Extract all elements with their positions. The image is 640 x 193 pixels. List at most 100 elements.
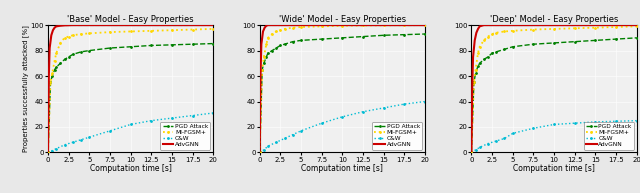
PGD Attack [264, 52, 272, 54]
PGD Attack [281, 43, 289, 45]
MI-FGSM+ [259, 69, 266, 71]
Line: MI-FGSM+: MI-FGSM+ [259, 24, 426, 154]
AdvGNN [86, 24, 93, 26]
AdvGNN [44, 151, 52, 154]
C&W [281, 137, 289, 140]
C&W [472, 149, 479, 151]
AdvGNN [421, 24, 429, 26]
Y-axis label: Properties successfully attacked [%]: Properties successfully attacked [%] [22, 25, 29, 152]
C&W [612, 120, 620, 122]
MI-FGSM+ [484, 35, 492, 38]
AdvGNN [484, 24, 492, 26]
Line: AdvGNN: AdvGNN [260, 25, 425, 152]
PGD Attack [127, 46, 134, 48]
PGD Attack [472, 72, 479, 75]
AdvGNN [474, 28, 482, 30]
MI-FGSM+ [86, 32, 93, 35]
MI-FGSM+ [148, 30, 156, 32]
X-axis label: Computation time [s]: Computation time [s] [90, 164, 172, 173]
MI-FGSM+ [52, 52, 60, 54]
Title: 'Base' Model - Easy Properties: 'Base' Model - Easy Properties [67, 15, 194, 24]
C&W [500, 137, 508, 140]
C&W [297, 130, 305, 132]
Line: PGD Attack: PGD Attack [470, 36, 638, 154]
MI-FGSM+ [633, 25, 640, 28]
MI-FGSM+ [268, 33, 276, 35]
MI-FGSM+ [264, 37, 272, 39]
PGD Attack [492, 51, 500, 53]
AdvGNN [51, 26, 58, 29]
C&W [339, 116, 346, 118]
Line: MI-FGSM+: MI-FGSM+ [470, 25, 638, 154]
AdvGNN [261, 26, 269, 29]
MI-FGSM+ [500, 30, 508, 33]
PGD Attack [44, 151, 52, 154]
MI-FGSM+ [529, 28, 537, 31]
C&W [401, 103, 408, 105]
AdvGNN [46, 47, 54, 49]
C&W [264, 145, 272, 147]
AdvGNN [127, 24, 134, 26]
MI-FGSM+ [421, 24, 429, 26]
PGD Attack [189, 43, 196, 45]
C&W [148, 119, 156, 122]
PGD Attack [51, 69, 58, 71]
MI-FGSM+ [468, 151, 476, 154]
PGD Attack [69, 53, 77, 56]
C&W [52, 147, 60, 150]
AdvGNN [264, 24, 272, 26]
PGD Attack [421, 33, 429, 35]
Line: AdvGNN: AdvGNN [472, 25, 637, 152]
PGD Attack [571, 41, 579, 43]
C&W [209, 112, 217, 114]
AdvGNN [47, 34, 55, 36]
PGD Attack [168, 44, 176, 46]
MI-FGSM+ [256, 151, 264, 154]
AdvGNN [468, 85, 476, 87]
PGD Attack [468, 151, 476, 154]
C&W [529, 127, 537, 130]
PGD Attack [509, 46, 516, 48]
C&W [633, 119, 640, 122]
MI-FGSM+ [281, 28, 289, 30]
PGD Attack [259, 69, 266, 71]
C&W [318, 122, 326, 124]
PGD Attack [262, 56, 270, 58]
AdvGNN [550, 24, 558, 26]
PGD Attack [484, 56, 492, 58]
PGD Attack [612, 38, 620, 40]
C&W [484, 142, 492, 145]
PGD Attack [550, 42, 558, 44]
AdvGNN [339, 24, 346, 26]
MI-FGSM+ [65, 35, 72, 38]
PGD Attack [256, 151, 264, 154]
C&W [44, 151, 52, 154]
Legend: PGD Attack, MI-FGSM+, C&W, AdvGNN: PGD Attack, MI-FGSM+, C&W, AdvGNN [584, 122, 634, 150]
C&W [127, 123, 134, 126]
MI-FGSM+ [127, 30, 134, 33]
PGD Attack [339, 37, 346, 39]
C&W [189, 114, 196, 117]
C&W [509, 132, 516, 135]
C&W [48, 149, 56, 152]
MI-FGSM+ [61, 37, 68, 39]
PGD Attack [476, 62, 483, 64]
PGD Attack [65, 56, 72, 58]
C&W [69, 141, 77, 143]
PGD Attack [268, 49, 276, 52]
PGD Attack [474, 65, 482, 67]
MI-FGSM+ [472, 69, 479, 71]
PGD Attack [470, 81, 477, 84]
MI-FGSM+ [476, 46, 483, 48]
MI-FGSM+ [44, 151, 52, 154]
C&W [380, 107, 388, 109]
Line: C&W: C&W [470, 119, 638, 154]
AdvGNN [268, 24, 276, 26]
PGD Attack [52, 66, 60, 68]
PGD Attack [273, 47, 280, 49]
AdvGNN [471, 39, 479, 41]
MI-FGSM+ [262, 43, 270, 45]
AdvGNN [56, 25, 64, 27]
Line: C&W: C&W [259, 100, 426, 154]
MI-FGSM+ [69, 34, 77, 36]
